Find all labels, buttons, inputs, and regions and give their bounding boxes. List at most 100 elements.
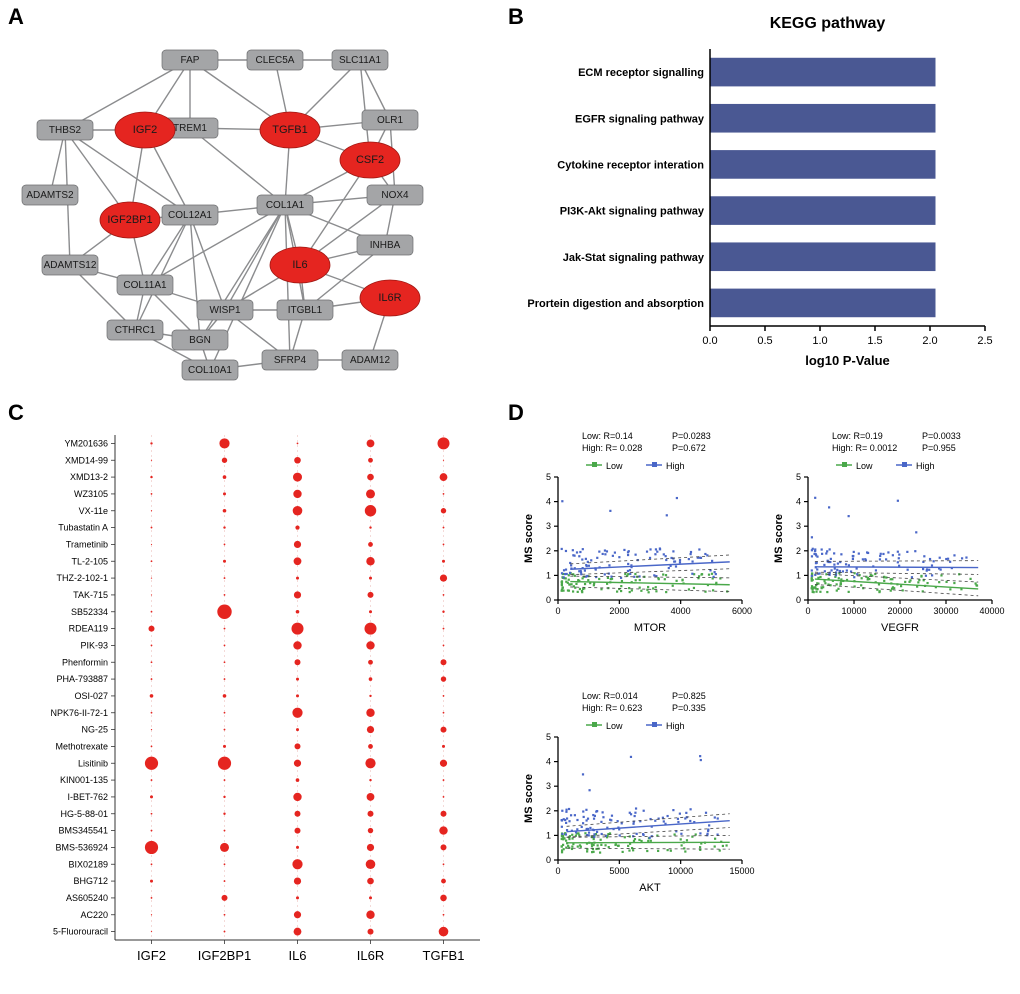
- scatter-point-low: [639, 587, 641, 589]
- scatter-point-high: [636, 833, 638, 835]
- scatter-point-low: [628, 849, 630, 851]
- svg-text:BIX02189: BIX02189: [68, 859, 108, 869]
- svg-text:PI3K-Akt signaling pathway: PI3K-Akt signaling pathway: [560, 206, 705, 218]
- scatter-point-high: [875, 569, 877, 571]
- scatter-point-low: [725, 844, 727, 846]
- bubble: [223, 796, 225, 798]
- bubble: [292, 859, 302, 869]
- scatter-point-high: [659, 547, 661, 549]
- svg-text:TL-2-105: TL-2-105: [71, 556, 108, 566]
- bubble: [297, 443, 299, 445]
- scatter-point-low: [657, 850, 659, 852]
- scatter-point-high: [698, 548, 700, 550]
- network-node: CTHRC1: [107, 320, 163, 340]
- bubble: [224, 830, 226, 832]
- scatter-point-high: [646, 551, 648, 553]
- scatter-point-high: [823, 564, 825, 566]
- scatter-point-low: [568, 579, 570, 581]
- bubble: [368, 542, 373, 547]
- bubble: [151, 560, 153, 562]
- scatter-point-high: [885, 558, 887, 560]
- bubble: [296, 610, 300, 614]
- scatter-point-high: [862, 558, 864, 560]
- svg-text:CTHRC1: CTHRC1: [115, 325, 156, 336]
- bubble: [150, 795, 153, 798]
- scatter-point-high: [593, 818, 595, 820]
- bubble: [151, 577, 152, 578]
- panel-c-label: C: [8, 400, 24, 426]
- scatter-point-high: [931, 574, 933, 576]
- scatter-point-low: [561, 589, 563, 591]
- bar: [710, 196, 936, 225]
- bubble: [223, 694, 227, 698]
- scatter-point-high: [634, 812, 636, 814]
- scatter-point-low: [561, 580, 563, 582]
- bubble: [369, 610, 372, 613]
- network-node: ITGBL1: [277, 300, 333, 320]
- svg-text:IL6R: IL6R: [378, 292, 401, 304]
- bubble: [224, 931, 226, 933]
- bubble: [151, 897, 153, 899]
- bubble: [294, 541, 301, 548]
- scatter-point-high: [568, 808, 570, 810]
- scatter-point-high: [654, 820, 656, 822]
- scatter-point-low: [838, 577, 840, 579]
- svg-text:3: 3: [796, 521, 801, 531]
- scatter-chart: Low: R=0.14P=0.0283High: R= 0.028P=0.672…: [523, 431, 752, 634]
- network-node: NOX4: [367, 185, 423, 205]
- bubble: [367, 844, 374, 851]
- scatter-point-high: [953, 554, 955, 556]
- bubble: [443, 863, 445, 865]
- svg-text:PHA-793887: PHA-793887: [56, 674, 108, 684]
- bubble: [151, 931, 152, 932]
- svg-text:COL1A1: COL1A1: [266, 200, 305, 211]
- bubble: [443, 712, 445, 714]
- bubble: [443, 460, 444, 461]
- scatter-point-high: [834, 567, 836, 569]
- bubble: [149, 626, 155, 632]
- network-hub-node: IL6: [270, 247, 330, 283]
- bubble-svg: YM201636XMD14-99XMD13-2WZ3105VX-11eTubas…: [15, 425, 495, 980]
- scatter-point-high: [668, 567, 670, 569]
- scatter-point-high: [588, 565, 590, 567]
- bubble: [440, 473, 448, 481]
- bubble: [151, 510, 152, 511]
- scatter-point-low: [891, 578, 893, 580]
- scatter-point-low: [816, 582, 818, 584]
- svg-text:5: 5: [796, 472, 801, 482]
- svg-text:ECM receptor signalling: ECM receptor signalling: [578, 67, 704, 79]
- bubble: [443, 796, 445, 798]
- scatter-point-high: [582, 822, 584, 824]
- scatter-point-high: [715, 573, 717, 575]
- scatter-point-high: [699, 755, 701, 757]
- scatter-point-high: [923, 555, 925, 557]
- scatter-point-high: [629, 573, 631, 575]
- scatter-point-low: [867, 577, 869, 579]
- bubble: [365, 758, 375, 768]
- scatter-point-high: [594, 815, 596, 817]
- svg-text:BMS345541: BMS345541: [58, 826, 108, 836]
- scatter-point-high: [685, 812, 687, 814]
- scatter-point-low: [562, 835, 564, 837]
- bubble: [294, 911, 301, 918]
- bubble: [442, 745, 445, 748]
- bubble: [145, 841, 158, 854]
- svg-text:3: 3: [546, 781, 551, 791]
- scatter-point-high: [623, 549, 625, 551]
- network-node: COL11A1: [117, 275, 173, 295]
- scatter-point-low: [634, 838, 636, 840]
- svg-text:1.0: 1.0: [812, 335, 827, 347]
- scatter-point-high: [824, 570, 826, 572]
- scatter-point-low: [652, 587, 654, 589]
- bubble: [295, 811, 301, 817]
- scatter-point-high: [588, 832, 590, 834]
- scatter-point-low: [565, 840, 567, 842]
- bubble: [440, 895, 447, 902]
- scatter-point-low: [575, 583, 577, 585]
- svg-text:CLEC5A: CLEC5A: [256, 55, 295, 66]
- scatter-point-low: [562, 838, 564, 840]
- svg-text:AC220: AC220: [80, 910, 108, 920]
- scatter-point-low: [586, 850, 588, 852]
- scatter-point-high: [561, 833, 563, 835]
- bubble: [224, 914, 226, 916]
